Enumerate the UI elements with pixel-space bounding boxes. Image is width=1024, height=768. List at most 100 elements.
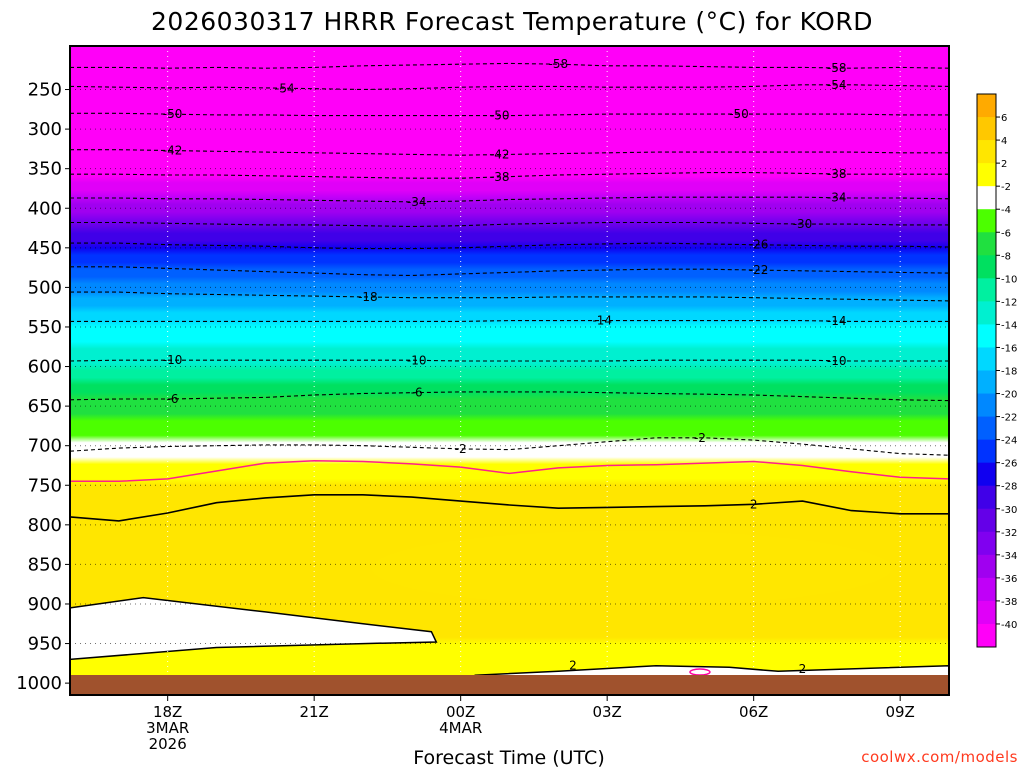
colorbar-label: -28 — [1001, 482, 1017, 493]
colorbar-label: -26 — [1001, 459, 1017, 470]
contour-label: -58 — [827, 61, 847, 75]
contour-label: -38 — [490, 170, 510, 184]
y-tick-label: 300 — [28, 119, 62, 140]
contour-label: -42 — [490, 148, 510, 162]
colorbar-swatch — [977, 94, 996, 118]
zero-contour — [70, 459, 949, 483]
colorbar-swatch — [977, 462, 996, 487]
colorbar-swatch — [977, 301, 996, 325]
colorbar-label: -20 — [1001, 390, 1017, 401]
ground-shading — [70, 675, 949, 695]
watermark: coolwx.com/models — [861, 748, 1018, 766]
grid-lines — [70, 46, 949, 695]
y-tick-label: 600 — [28, 357, 62, 378]
colorbar-swatch — [977, 324, 996, 348]
colorbar-label: -16 — [1001, 343, 1017, 354]
colorbar-swatch — [977, 416, 996, 441]
colorbar-swatch — [977, 255, 996, 279]
colorbar-swatch — [977, 393, 996, 418]
colorbar-label: -10 — [1001, 274, 1017, 285]
y-tick-label: 750 — [28, 475, 62, 496]
x-tick-label: 4MAR — [439, 719, 482, 737]
contour-label: -6 — [167, 392, 179, 406]
contour-label: 2 — [799, 662, 807, 676]
x-tick-label: 3MAR — [146, 719, 189, 737]
colorbar-label: -24 — [1001, 436, 1017, 447]
contour-label: -14 — [592, 314, 612, 328]
y-tick-label: 800 — [28, 515, 62, 536]
colorbar-label: -40 — [1001, 620, 1017, 631]
y-tick-label: 450 — [28, 238, 62, 259]
y-tick-label: 350 — [28, 159, 62, 180]
colorbar-swatch — [977, 140, 996, 164]
contour-label: -22 — [749, 263, 769, 277]
colorbar-label: -38 — [1001, 597, 1017, 608]
contour-label: -6 — [411, 386, 423, 400]
contour-label: -50 — [490, 109, 510, 123]
contour-label: 2 — [750, 497, 758, 511]
colorbar-label: -6 — [1001, 228, 1011, 239]
colorbar-label: -2 — [1001, 182, 1011, 193]
y-tick-label: 700 — [28, 436, 62, 457]
colorbar-swatch — [977, 508, 996, 533]
contour-line — [70, 493, 949, 522]
y-tick-label: 1000 — [16, 673, 62, 694]
colorbar-label: -36 — [1001, 574, 1017, 585]
contour-label: -18 — [358, 290, 378, 304]
colorbar-swatch — [977, 186, 996, 210]
contour-label: -50 — [163, 107, 183, 121]
colorbar-swatch — [977, 577, 996, 602]
contour-label: -14 — [827, 314, 847, 328]
warm-pocket — [176, 542, 257, 563]
y-tick-label: 250 — [28, 80, 62, 101]
contour-label: -10 — [407, 353, 427, 367]
contour-label: -54 — [275, 81, 295, 95]
x-tick-label: 21Z — [299, 703, 328, 721]
y-tick-label: 550 — [28, 317, 62, 338]
contour-label: -50 — [729, 107, 749, 121]
chart-title: 2026030317 HRRR Forecast Temperature (°C… — [151, 7, 873, 36]
colorbar-swatch — [977, 439, 996, 464]
colorbar-label: -12 — [1001, 297, 1017, 308]
x-tick-label: 2026 — [149, 735, 187, 753]
contour-label: -10 — [827, 354, 847, 368]
y-tick-label: 650 — [28, 396, 62, 417]
contour-label: -10 — [163, 353, 183, 367]
warm-pocket — [371, 530, 892, 607]
x-tick-label: 09Z — [885, 703, 914, 721]
colorbar-label: 4 — [1001, 136, 1007, 147]
y-tick-label: 500 — [28, 277, 62, 298]
colorbar-swatch — [977, 278, 996, 302]
colorbar-label: -18 — [1001, 367, 1017, 378]
colorbar-label: 2 — [1001, 159, 1007, 170]
x-tick-label: 06Z — [739, 703, 768, 721]
colorbar-swatch — [977, 117, 996, 141]
contour-label: -38 — [827, 167, 847, 181]
colorbar-swatch — [977, 554, 996, 579]
colorbar-swatch — [977, 600, 996, 625]
y-tick-label: 950 — [28, 634, 62, 655]
y-tick-label: 850 — [28, 554, 62, 575]
contour-label: -34 — [827, 191, 847, 205]
colorbar-label: 6 — [1001, 113, 1007, 124]
colorbar-swatch — [977, 347, 996, 371]
colorbar-swatch — [977, 370, 996, 395]
contour-label: -30 — [793, 217, 813, 231]
cold-tongue — [70, 596, 438, 661]
colorbar-swatch — [977, 485, 996, 510]
colorbar-label: -4 — [1001, 205, 1011, 216]
colorbar: 6 4 2 -2 -4 -6 -8 -10 -12 -14 -16 -18 -20 -22 -24 -26 -2… — [976, 93, 1017, 648]
colorbar-label: -34 — [1001, 551, 1017, 562]
contour-label: 2 — [569, 659, 577, 673]
colorbar-label: -14 — [1001, 320, 1017, 331]
x-tick-label: 18Z — [153, 703, 182, 721]
colorbar-swatch — [977, 531, 996, 556]
contour-label: -54 — [827, 78, 847, 92]
contour-label: -2 — [455, 442, 467, 456]
contour-label: -2 — [694, 431, 706, 445]
colorbar-label: -32 — [1001, 528, 1017, 539]
colorbar-label: -22 — [1001, 413, 1017, 424]
colorbar-swatch — [977, 232, 996, 256]
